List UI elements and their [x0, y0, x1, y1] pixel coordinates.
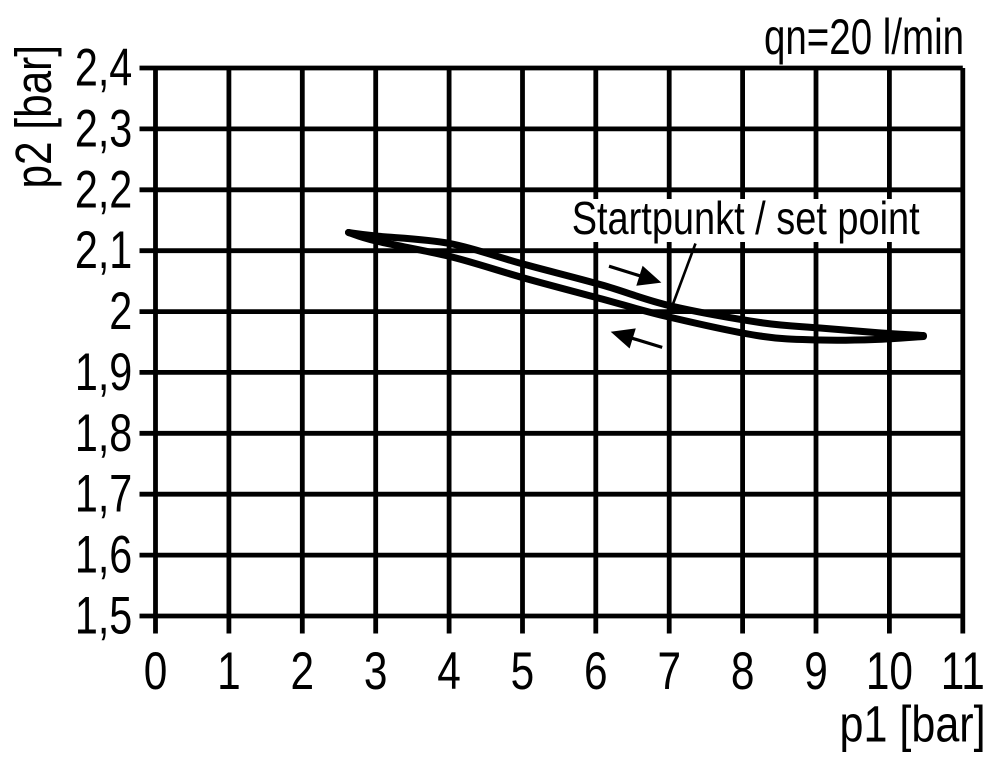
svg-text:2,1: 2,1: [75, 221, 132, 280]
svg-text:0: 0: [144, 643, 168, 702]
svg-text:3: 3: [364, 643, 388, 702]
svg-text:5: 5: [511, 643, 535, 702]
svg-text:1,9: 1,9: [75, 343, 132, 402]
svg-text:6: 6: [584, 643, 608, 702]
svg-text:4: 4: [437, 643, 461, 702]
svg-text:1,6: 1,6: [75, 526, 132, 585]
svg-text:2,4: 2,4: [75, 39, 132, 98]
svg-text:Startpunkt / set point: Startpunkt / set point: [572, 192, 920, 243]
svg-text:p2 [bar]: p2 [bar]: [5, 45, 62, 189]
svg-text:1,8: 1,8: [75, 404, 132, 463]
svg-text:1: 1: [217, 643, 241, 702]
svg-text:9: 9: [804, 643, 828, 702]
svg-text:2: 2: [290, 643, 314, 702]
svg-text:2: 2: [109, 282, 132, 341]
svg-text:2,2: 2,2: [75, 160, 132, 219]
svg-text:p1 [bar]: p1 [bar]: [840, 696, 986, 753]
svg-text:qn=20 l/min: qn=20 l/min: [764, 10, 964, 65]
svg-text:11: 11: [941, 643, 985, 702]
svg-text:10: 10: [866, 643, 913, 702]
svg-text:1,5: 1,5: [75, 587, 132, 646]
svg-text:7: 7: [657, 643, 681, 702]
svg-text:2,3: 2,3: [75, 100, 132, 159]
svg-text:8: 8: [731, 643, 755, 702]
svg-text:1,7: 1,7: [75, 465, 132, 524]
